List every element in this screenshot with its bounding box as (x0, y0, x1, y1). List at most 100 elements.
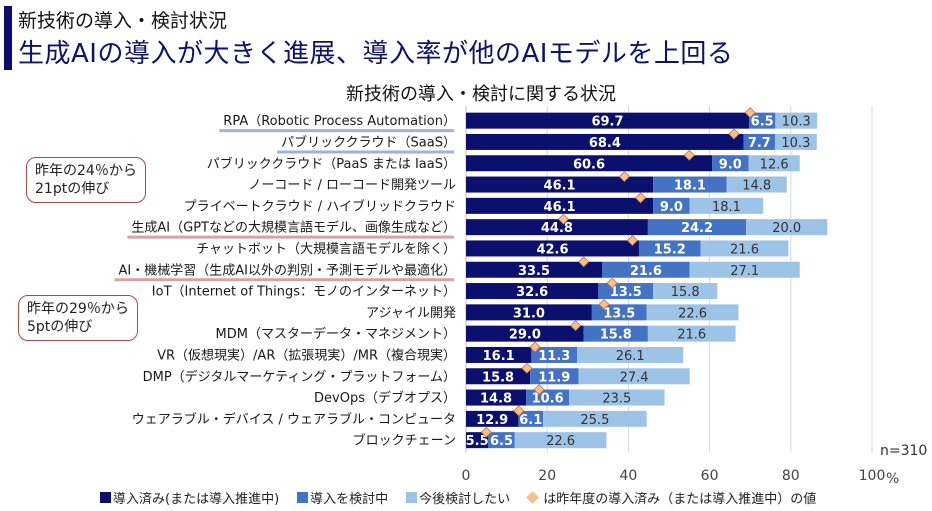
bar-segment (583, 325, 648, 342)
bar-value-label: 46.1 (544, 200, 576, 215)
bar-segment (466, 261, 603, 278)
bar-segment (775, 112, 818, 129)
bar-segment (653, 283, 718, 300)
bar-value-label: 42.6 (536, 242, 568, 257)
bar-value-label: 60.6 (573, 157, 605, 172)
bar-segment (466, 219, 648, 236)
last-year-marker (521, 362, 533, 374)
bar-value-label: 11.9 (538, 370, 570, 385)
bar-value-label: 18.1 (674, 179, 706, 194)
category-label: 生成AI（GPTなどの大規模言語モデル、画像生成など） (131, 220, 456, 236)
bar-segment (488, 432, 515, 449)
legend-item-considering: 導入を検討中 (297, 488, 388, 507)
last-year-marker (626, 234, 638, 246)
category-label: ブロックチェーン (353, 433, 456, 449)
bar-segment (700, 240, 789, 257)
x-tick-label: 40 (619, 468, 637, 484)
bar-segment (653, 176, 727, 193)
callout-line-2: 21ptの伸び (35, 181, 110, 197)
chart-title: 新技術の導入・検討に関する状況 (346, 84, 616, 105)
bar-segment (743, 133, 775, 150)
last-year-marker (683, 149, 695, 161)
bar-value-label: 44.8 (541, 221, 573, 236)
bar-value-label: 25.5 (580, 413, 609, 428)
category-label: RPA（Robotic Process Automation） (223, 114, 456, 129)
last-year-marker (635, 192, 647, 204)
bar-value-label: 22.6 (546, 434, 575, 449)
bar-segment (591, 304, 647, 321)
bar-segment (748, 155, 800, 172)
category-label: パブリッククラウド（SaaS） (281, 134, 456, 150)
x-axis-unit: % (886, 471, 899, 487)
legend-label: は昨年度の導入済み（または導入推進中）の値 (543, 492, 817, 507)
bar-value-label: 11.3 (538, 349, 570, 364)
bar-segment (466, 368, 531, 385)
bar-value-label: 69.7 (591, 115, 623, 130)
last-year-marker (598, 298, 610, 310)
bar-value-label: 20.0 (772, 221, 801, 236)
bar-value-label: 29.0 (509, 328, 541, 343)
bar-segment (578, 368, 690, 385)
bar-segment (638, 240, 701, 257)
category-label: MDM（マスターデータ・マネジメント） (216, 326, 456, 342)
callout-generative-ai: 昨年の24％から 21ptの伸び (26, 157, 146, 203)
bar-segment (646, 304, 739, 321)
legend-label: 導入済み(または導入推進中) (113, 492, 280, 507)
last-year-marker (557, 213, 569, 225)
bar-segment (543, 410, 647, 427)
bar-value-label: 18.1 (712, 200, 741, 215)
legend-swatch (406, 492, 418, 503)
last-year-marker (529, 341, 541, 353)
last-year-marker (570, 320, 582, 332)
bar-segment (531, 346, 578, 363)
bar-value-label: 10.6 (532, 392, 564, 407)
callout-line-2: 5ptの伸び (27, 319, 93, 335)
bar-value-label: 27.4 (620, 370, 649, 385)
x-tick-label: 0 (462, 468, 471, 484)
bar-value-label: 12.6 (760, 157, 789, 172)
bar-value-label: 7.7 (748, 136, 771, 151)
bar-segment (514, 432, 607, 449)
callout-line-1: 昨年の24％から (35, 163, 137, 179)
bar-segment (647, 219, 747, 236)
bar-value-label: 6.1 (519, 413, 542, 428)
bar-value-label: 27.1 (730, 264, 759, 279)
bar-segment (577, 346, 684, 363)
bar-segment (647, 325, 736, 342)
x-tick-label: 60 (701, 468, 719, 484)
last-year-marker (744, 107, 756, 119)
bar-segment (466, 176, 654, 193)
last-year-marker (618, 171, 630, 183)
callout-line-1: 昨年の29％から (27, 301, 129, 317)
category-label: プライベートクラウド / ハイブリッドクラウド (184, 198, 456, 214)
bar-value-label: 12.9 (476, 413, 508, 428)
bar-segment (466, 389, 527, 406)
bar-value-label: 21.6 (730, 242, 759, 257)
bar-segment (569, 389, 665, 406)
bar-value-label: 21.6 (630, 264, 662, 279)
bar-value-label: 24.2 (681, 221, 713, 236)
category-label: DMP（デジタルマーケティング・プラットフォーム） (143, 369, 456, 385)
category-label: DevOps（デブオプス） (314, 390, 456, 406)
category-label: チャットボット（大規模言語モデルを除く） (196, 241, 456, 257)
category-label: パブリッククラウド（PaaS または IaaS） (207, 156, 456, 172)
bar-value-label: 33.5 (518, 264, 550, 279)
legend: 導入済み(または導入推進中) 導入を検討中 今後検討したい は昨年度の導入済み（… (100, 488, 816, 507)
bar-segment (748, 112, 776, 129)
category-label: IoT（Internet of Things：モノのインターネット） (152, 285, 456, 300)
bar-value-label: 13.5 (603, 306, 635, 321)
last-year-marker (728, 128, 740, 140)
bar-segment (689, 197, 764, 214)
bar-value-label: 13.5 (610, 285, 642, 300)
bar-segment (774, 133, 817, 150)
last-year-marker (606, 277, 618, 289)
bar-segment (530, 368, 579, 385)
bar-value-label: 16.1 (483, 349, 515, 364)
bar-segment (466, 155, 713, 172)
bar-value-label: 15.2 (654, 242, 686, 257)
bar-value-label: 32.6 (516, 285, 548, 300)
last-year-marker (513, 405, 525, 417)
bar-value-label: 31.0 (513, 306, 545, 321)
bar-value-label: 9.0 (719, 157, 742, 172)
